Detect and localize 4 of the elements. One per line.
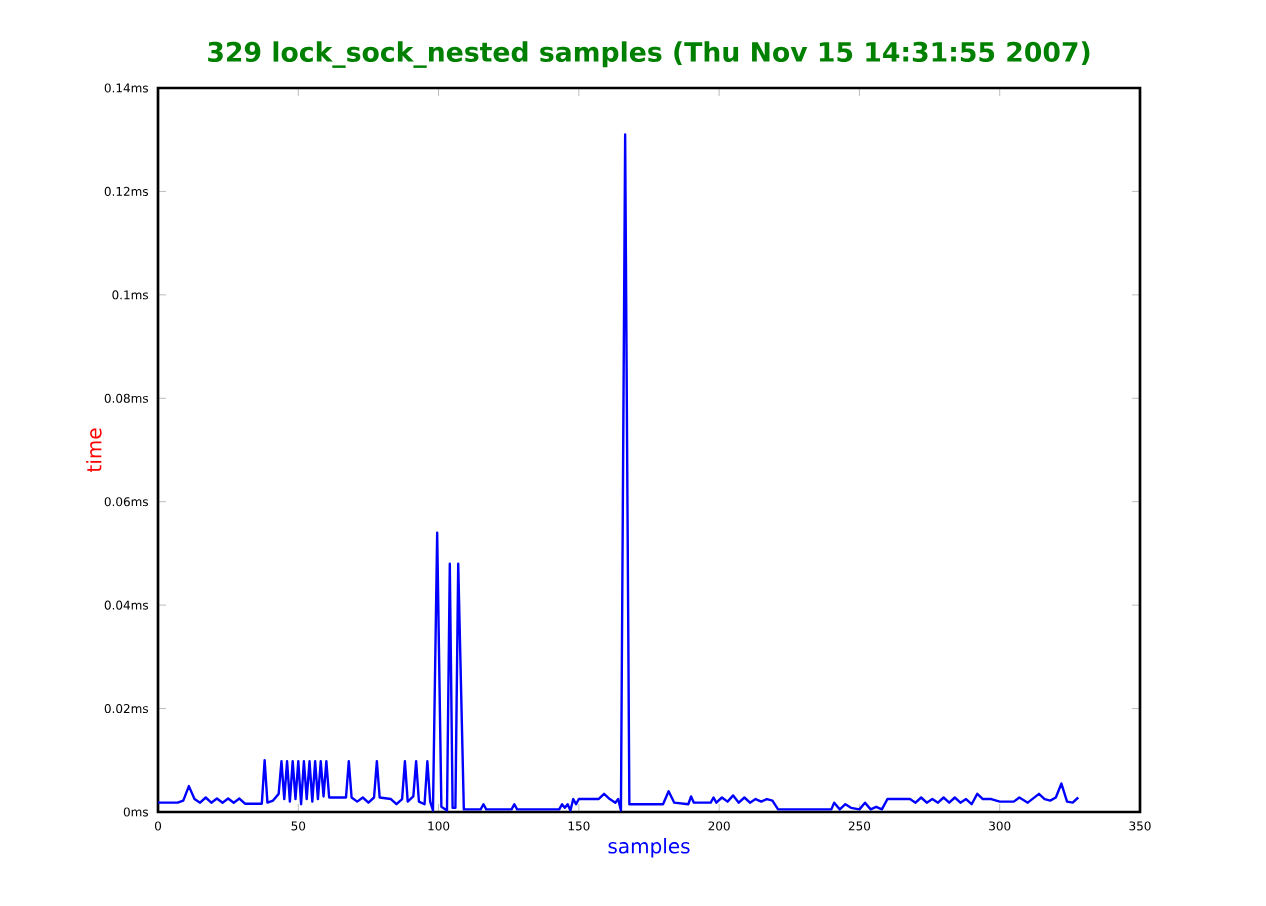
x-axis-title: samples <box>608 838 690 858</box>
y-axis-title: time <box>86 428 102 473</box>
line-series <box>158 133 1080 812</box>
chart-title: 329 lock_sock_nested samples (Thu Nov 15 14:31:55 2007) <box>208 41 1090 68</box>
